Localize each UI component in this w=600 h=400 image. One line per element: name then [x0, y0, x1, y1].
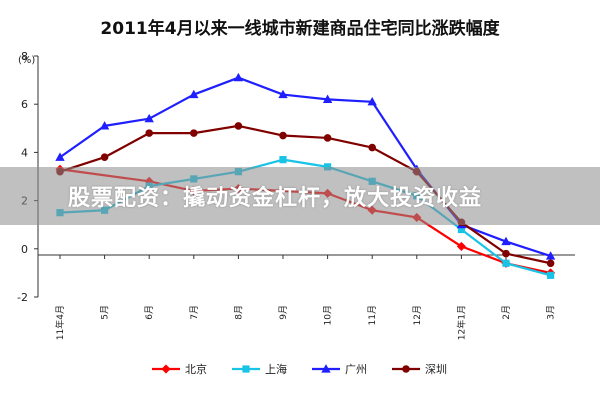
y-tick-label: 4 [21, 146, 28, 159]
data-point [144, 113, 154, 123]
data-point [278, 89, 288, 99]
data-point [368, 143, 377, 152]
data-point [99, 121, 110, 130]
overlay-banner-text: 股票配资：撬动资金杠杆，放大投资收益 [68, 186, 483, 211]
x-tick-label: 8月 [233, 305, 244, 320]
data-point [145, 129, 154, 137]
y-tick-label: 8 [21, 50, 28, 63]
x-tick-label: 10月 [323, 305, 334, 325]
data-point [501, 236, 511, 246]
overlay-banner: 股票配资：撬动资金杠杆，放大投资收益 [0, 167, 600, 225]
data-point [545, 251, 556, 260]
legend-label: 深圳 [425, 363, 447, 376]
legend-item: 北京 [152, 362, 207, 376]
x-tick-label: 11月 [367, 305, 378, 325]
data-point [279, 131, 287, 140]
y-tick-label: 6 [21, 98, 28, 111]
legend-marker [321, 364, 331, 373]
x-tick-label: 2月 [501, 305, 512, 320]
data-point [502, 249, 510, 258]
data-point [322, 94, 333, 103]
legend-marker [402, 365, 410, 373]
series-line [59, 124, 551, 265]
data-point [55, 152, 65, 161]
data-point [233, 72, 244, 82]
legend-marker [161, 364, 171, 374]
legend-item: 深圳 [392, 363, 447, 376]
data-point [189, 89, 199, 99]
x-tick-label: 9月 [278, 305, 289, 320]
legend-label: 广州 [345, 363, 367, 376]
legend-label: 北京 [185, 362, 207, 376]
x-tick-label: 6月 [144, 305, 155, 320]
y-axis-unit-label: (%) [18, 55, 35, 66]
legend-item: 上海 [232, 362, 287, 376]
data-point [546, 259, 555, 268]
x-tick-label: 12月 [412, 305, 423, 325]
data-point [323, 134, 332, 142]
data-point [234, 122, 243, 130]
legend-item: 广州 [312, 363, 367, 376]
data-point [547, 271, 555, 279]
x-tick-label: 5月 [100, 305, 111, 320]
y-tick-label: 0 [21, 243, 28, 256]
x-tick-label: 12年1月 [455, 305, 467, 340]
chart-title: 2011年4月以来一线城市新建商品住宅同比涨跌幅度 [100, 18, 500, 39]
x-tick-label: 3月 [546, 305, 557, 320]
data-point [502, 259, 510, 267]
legend-label: 上海 [265, 362, 287, 376]
x-tick-label: 11年4月 [54, 305, 66, 340]
legend: 北京 上海 广州 深圳 [152, 362, 447, 376]
x-tick-label: 7月 [189, 305, 200, 320]
legend-marker [242, 365, 250, 373]
data-point [190, 129, 198, 137]
data-point [279, 156, 287, 164]
data-point [100, 153, 109, 162]
x-axis-ticks: 11年4月 5月 6月 7月 8月 9月 10月 11月 12月 12年1月 2月 3月 [54, 255, 557, 340]
data-point [367, 96, 377, 106]
y-tick-label: -2 [17, 291, 28, 304]
data-point [456, 241, 466, 251]
